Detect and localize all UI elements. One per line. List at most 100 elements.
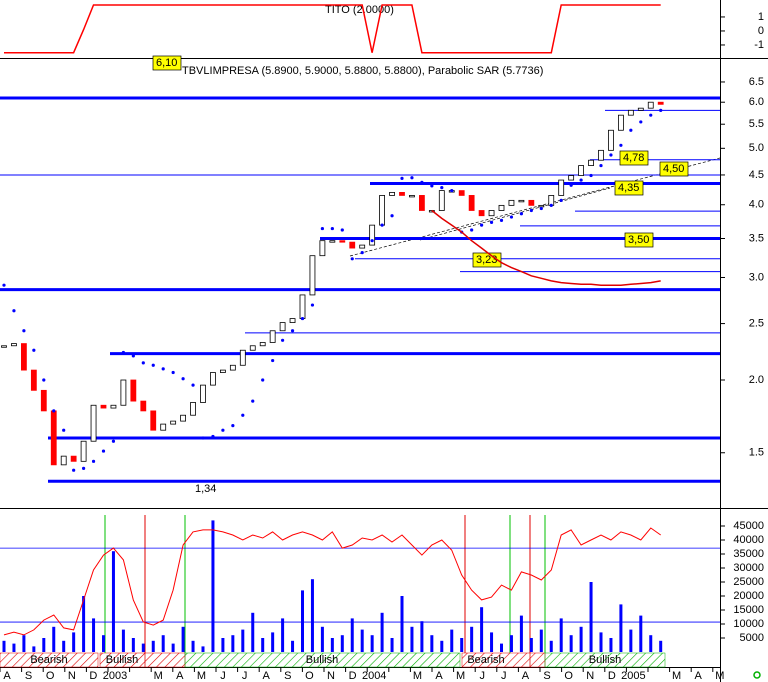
sar-dot bbox=[619, 143, 623, 147]
volume-bar bbox=[549, 640, 553, 652]
candle bbox=[1, 345, 7, 348]
volume-bar bbox=[410, 626, 414, 652]
neutral-band bbox=[529, 652, 546, 668]
sar-dot bbox=[310, 303, 315, 307]
signal-lines bbox=[104, 515, 546, 653]
volume-bar bbox=[251, 612, 255, 652]
volume-bar bbox=[420, 621, 424, 652]
x-tick-label: J bbox=[220, 670, 226, 682]
sar-dot bbox=[420, 180, 424, 184]
volume-bar bbox=[500, 643, 503, 652]
sar-dot bbox=[370, 239, 374, 243]
label-box bbox=[659, 161, 689, 177]
sar-dot bbox=[380, 223, 384, 227]
sar-dot bbox=[241, 413, 245, 417]
sar-dot bbox=[211, 434, 215, 439]
candle bbox=[538, 204, 545, 208]
sar-dot bbox=[599, 163, 603, 168]
volume-bar bbox=[519, 615, 523, 652]
x-tick-label: M bbox=[715, 670, 724, 682]
volume-bar bbox=[539, 629, 543, 652]
neutral-band bbox=[144, 652, 186, 668]
candle bbox=[498, 204, 505, 211]
candle bbox=[229, 364, 236, 371]
sar-dot bbox=[569, 183, 573, 187]
x-tick-label: O bbox=[46, 670, 55, 682]
volume-bar bbox=[589, 582, 593, 652]
candle bbox=[389, 192, 395, 196]
candle bbox=[299, 294, 306, 319]
volume-bar bbox=[579, 626, 583, 652]
candle bbox=[60, 455, 67, 466]
y-tick-label: 5.5 bbox=[749, 118, 764, 130]
sar-dot bbox=[261, 378, 265, 382]
sar-dot bbox=[639, 120, 643, 124]
y-tick-label: 1 bbox=[758, 11, 764, 23]
x-tick-label: A bbox=[3, 670, 11, 682]
sar-dot bbox=[659, 108, 663, 112]
x-tick-label: D bbox=[89, 670, 97, 682]
bullish-band bbox=[184, 652, 461, 668]
volume-bar bbox=[171, 643, 175, 652]
volume-bar bbox=[111, 551, 115, 652]
candle bbox=[379, 195, 386, 226]
sar-dot bbox=[62, 428, 66, 432]
sar-dot bbox=[42, 378, 46, 382]
sar-dot bbox=[440, 186, 444, 190]
sar-dot bbox=[131, 354, 135, 358]
sar-dot bbox=[320, 226, 324, 231]
candle bbox=[399, 192, 405, 196]
candle bbox=[200, 384, 206, 403]
sar-dot bbox=[340, 228, 344, 232]
sar-dot bbox=[509, 215, 514, 219]
volume-bar bbox=[380, 612, 384, 652]
candle bbox=[508, 199, 515, 206]
candle bbox=[518, 199, 525, 203]
candle bbox=[598, 149, 604, 161]
volume-bar bbox=[141, 643, 145, 652]
volume-bar bbox=[440, 640, 444, 652]
candle bbox=[170, 420, 177, 425]
volume-bar bbox=[102, 635, 105, 652]
sar-dot bbox=[251, 399, 255, 403]
x-tick-label: A bbox=[263, 670, 271, 682]
level-label: 3,50 bbox=[628, 234, 649, 246]
sar-dot bbox=[181, 377, 185, 381]
volume-bar bbox=[320, 626, 324, 652]
candle bbox=[488, 210, 495, 217]
level-label: 1,34 bbox=[195, 483, 216, 495]
x-tick-label: S bbox=[25, 670, 32, 682]
candle bbox=[608, 129, 614, 151]
volume-bar bbox=[629, 629, 633, 652]
candle bbox=[369, 224, 376, 246]
volume-bar bbox=[72, 632, 76, 652]
candle bbox=[239, 349, 246, 366]
candle bbox=[558, 179, 565, 196]
y-tick-label: 4.5 bbox=[749, 169, 764, 181]
y-tick-label: 15000 bbox=[733, 604, 764, 616]
candle bbox=[180, 414, 187, 422]
x-tick-label: N bbox=[68, 670, 76, 682]
regime-label: Bearish bbox=[467, 654, 504, 666]
regime-label: Bullish bbox=[589, 654, 621, 666]
candle bbox=[637, 107, 644, 111]
volume-bar bbox=[271, 632, 275, 652]
sar-dot bbox=[350, 257, 354, 261]
volume-bar bbox=[241, 629, 245, 652]
volume-bar bbox=[569, 635, 573, 652]
x-tick-label: 2003 bbox=[103, 670, 127, 682]
sar-dot bbox=[450, 189, 454, 193]
volume-bar bbox=[509, 635, 513, 652]
candle bbox=[269, 330, 276, 343]
y-tick-label: 5.0 bbox=[749, 142, 764, 154]
volume-bar bbox=[12, 643, 16, 652]
x-tick-label: M bbox=[456, 670, 465, 682]
y-tick-label: 4.0 bbox=[749, 199, 764, 211]
candle bbox=[259, 342, 266, 347]
candle bbox=[100, 404, 107, 409]
sar-dot bbox=[499, 218, 504, 222]
sar-dot bbox=[161, 367, 165, 371]
trend-line bbox=[419, 187, 611, 241]
volume-bar bbox=[22, 635, 26, 652]
label-box bbox=[619, 150, 649, 166]
